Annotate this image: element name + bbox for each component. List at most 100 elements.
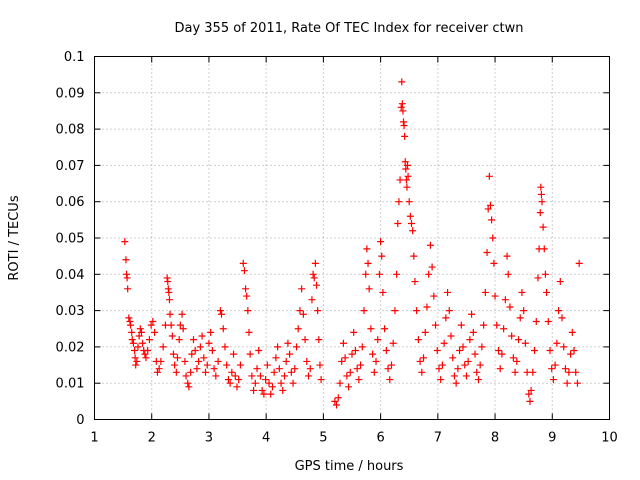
x-tick-label: 4 <box>262 431 270 446</box>
data-point-marker <box>369 350 377 358</box>
data-point-marker <box>414 336 422 344</box>
data-point-marker <box>226 379 234 387</box>
data-point-marker <box>345 383 353 391</box>
data-point-marker <box>303 357 311 365</box>
data-point-marker <box>387 361 395 369</box>
data-point-marker <box>531 347 539 355</box>
data-point-marker <box>175 336 183 344</box>
data-point-marker <box>555 307 563 315</box>
data-point-marker <box>123 274 131 282</box>
data-point-marker <box>440 339 448 347</box>
data-point-marker <box>378 252 386 260</box>
data-point-marker <box>513 357 521 365</box>
data-point-marker <box>360 307 368 315</box>
data-point-marker <box>165 288 173 296</box>
data-point-marker <box>286 350 294 358</box>
data-point-marker <box>541 270 549 278</box>
data-point-marker <box>155 365 163 373</box>
data-point-marker <box>171 361 179 369</box>
data-point-marker <box>480 321 488 329</box>
data-point-marker <box>525 390 533 398</box>
data-point-marker <box>430 292 438 300</box>
data-point-marker <box>489 234 497 242</box>
data-point-marker <box>145 336 153 344</box>
data-point-marker <box>233 383 241 391</box>
data-point-marker <box>570 347 578 355</box>
data-point-marker <box>575 259 583 267</box>
data-point-marker <box>515 336 523 344</box>
data-point-marker <box>402 165 410 173</box>
data-point-marker <box>488 216 496 224</box>
data-point-marker <box>221 343 229 351</box>
data-point-marker <box>147 321 155 329</box>
data-point-marker <box>364 259 372 267</box>
data-point-marker <box>236 361 244 369</box>
data-point-marker <box>539 223 547 231</box>
data-point-marker <box>560 343 568 351</box>
data-point-marker <box>151 328 159 336</box>
data-point-marker <box>200 354 208 362</box>
data-point-marker <box>461 361 469 369</box>
data-point-marker <box>563 379 571 387</box>
data-point-marker <box>384 365 392 373</box>
data-point-marker <box>184 379 192 387</box>
data-point-marker <box>309 270 317 278</box>
data-point-marker <box>400 121 408 129</box>
data-point-marker <box>401 158 409 166</box>
data-point-marker <box>423 303 431 311</box>
data-point-marker <box>452 379 460 387</box>
data-point-marker <box>315 336 323 344</box>
data-point-marker <box>122 256 130 264</box>
x-axis-ticks: 1 2 3 4 5 6 7 8 9 10 <box>90 56 618 446</box>
data-point-marker <box>537 183 545 191</box>
data-point-marker <box>280 372 288 380</box>
data-point-marker <box>331 397 339 405</box>
data-point-marker <box>372 357 380 365</box>
data-point-marker <box>381 325 389 333</box>
data-point-marker <box>428 263 436 271</box>
x-tick-label: 9 <box>548 431 556 446</box>
data-point-marker <box>409 227 417 235</box>
data-point-marker <box>153 368 161 376</box>
data-point-marker <box>167 321 175 329</box>
data-point-marker <box>242 285 250 293</box>
data-point-marker <box>567 350 575 358</box>
data-point-marker <box>267 390 275 398</box>
data-point-marker <box>538 198 546 206</box>
data-point-marker <box>144 347 152 355</box>
y-tick-label: 0.06 <box>56 195 85 210</box>
data-point-marker <box>284 339 292 347</box>
data-point-marker <box>481 288 489 296</box>
data-point-marker <box>527 386 535 394</box>
data-point-marker <box>357 361 365 369</box>
data-point-marker <box>316 361 324 369</box>
data-point-marker <box>258 386 266 394</box>
data-point-marker <box>509 354 517 362</box>
data-point-marker <box>471 350 479 358</box>
data-point-marker <box>355 376 363 384</box>
grid-lines <box>94 56 610 420</box>
data-point-marker <box>529 368 537 376</box>
data-point-marker <box>159 343 167 351</box>
data-point-marker <box>187 368 195 376</box>
data-point-marker <box>493 321 501 329</box>
data-point-marker <box>402 176 410 184</box>
data-point-marker <box>379 288 387 296</box>
data-point-marker <box>282 357 290 365</box>
data-point-marker <box>207 328 215 336</box>
data-point-marker <box>139 339 147 347</box>
data-point-marker <box>196 343 204 351</box>
data-point-marker <box>136 325 144 333</box>
y-axis-label: ROTI / TECUs <box>7 195 22 280</box>
data-point-marker <box>169 350 177 358</box>
y-tick-label: 0.09 <box>56 86 85 101</box>
data-point-marker <box>173 354 181 362</box>
data-point-marker <box>382 347 390 355</box>
data-point-marker <box>314 307 322 315</box>
data-point-marker <box>265 379 273 387</box>
data-point-marker <box>353 365 361 373</box>
data-point-marker <box>435 365 443 373</box>
data-point-marker <box>478 343 486 351</box>
data-point-marker <box>250 386 258 394</box>
